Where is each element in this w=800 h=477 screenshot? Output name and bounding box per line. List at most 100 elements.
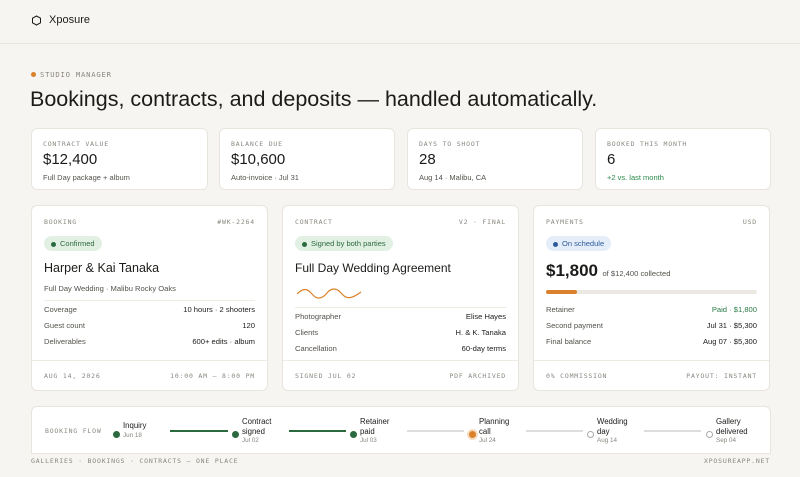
amount-note: of $12,400 collected <box>602 269 671 278</box>
row-label: Clients <box>295 327 319 337</box>
row-label: Second payment <box>546 320 603 330</box>
row-value: 10 hours · 2 shooters <box>183 304 255 314</box>
stat-note: +2 vs. last month <box>607 173 664 182</box>
stat-label: BOOKED THIS MONTH <box>607 140 688 148</box>
brand[interactable]: Xposure <box>49 14 90 26</box>
card-label: PAYMENTS <box>546 218 584 226</box>
row-label: Cancellation <box>295 344 337 354</box>
step-date: Aug 14 <box>597 437 617 444</box>
step-name: Retainer paid <box>360 417 390 436</box>
client-name: Harper & Kai Tanaka <box>44 261 160 275</box>
step-name: Wedding day <box>597 417 628 436</box>
amount: $1,800 <box>546 261 598 280</box>
stat-card: DAYS TO SHOOT 28 Aug 14 · Malibu, CA <box>407 128 583 190</box>
step-date: Sep 04 <box>716 437 736 444</box>
row-label: Guest count <box>44 320 85 330</box>
contract-title: Full Day Wedding Agreement <box>295 261 451 275</box>
stat-value: $12,400 <box>43 151 98 168</box>
stat-label: BALANCE DUE <box>231 140 283 148</box>
connector <box>644 430 701 432</box>
progress-fill <box>546 290 577 294</box>
stat-note: Auto-invoice · Jul 31 <box>231 173 299 182</box>
contract-card: CONTRACT V2 · FINAL Signed by both partie… <box>282 205 519 391</box>
row-value: Elise Hayes <box>465 311 506 321</box>
row-value: 120 <box>242 320 255 330</box>
badge: Signed by both parties <box>295 236 393 251</box>
step-date: Jul 03 <box>360 437 377 444</box>
card-label: BOOKING <box>44 218 77 226</box>
step-date: Jul 02 <box>242 437 259 444</box>
footer-left: GALLERIES · BOOKINGS · CONTRACTS — ONE P… <box>31 457 239 465</box>
row: Deliverables 600+ edits · album <box>44 334 255 350</box>
step: Wedding day Aug 14 <box>587 417 637 446</box>
subtitle: Full Day Wedding · Malibu Rocky Oaks <box>44 284 176 293</box>
connector <box>526 430 583 432</box>
row-label: Deliverables <box>44 337 86 347</box>
step: Contract signed Jul 02 <box>232 417 282 446</box>
brand-logo <box>32 15 41 26</box>
stat-value: 6 <box>607 151 616 168</box>
stat-note: Full Day package + album <box>43 173 130 182</box>
progress-track <box>546 290 757 294</box>
row-label: Retainer <box>546 304 575 314</box>
row-value: 60-day terms <box>461 344 506 354</box>
stat-label: DAYS TO SHOOT <box>419 140 481 148</box>
step: Inquiry Jun 18 <box>113 421 147 441</box>
currency: USD <box>742 218 757 226</box>
step-date: Jul 24 <box>479 437 496 444</box>
stat-label: CONTRACT VALUE <box>43 140 109 148</box>
row: Second payment Jul 31 · $5,300 <box>546 317 757 333</box>
eyebrow: STUDIO MANAGER <box>40 70 112 79</box>
row-label: Photographer <box>295 311 342 321</box>
connector <box>170 430 228 432</box>
row: Retainer Paid · $1,800 <box>546 301 757 317</box>
badge: Confirmed <box>44 236 102 251</box>
row-value: 600+ edits · album <box>192 337 255 347</box>
step-name: Inquiry <box>123 421 147 430</box>
row: Final balance Aug 07 · $5,300 <box>546 334 757 350</box>
version: V2 · FINAL <box>458 218 506 226</box>
booking-id: #WK-2264 <box>217 218 255 226</box>
connector <box>289 430 346 432</box>
flow-card: BOOKING FLOW Inquiry Jun 18 Contract sign… <box>31 406 771 454</box>
signature <box>296 288 362 299</box>
badge-text: On schedule <box>562 239 605 248</box>
footer-left: 0% COMMISSION <box>546 371 608 380</box>
footer-left: SIGNED JUL 02 <box>295 371 357 380</box>
footer-right: 10:00 AM – 8:00 PM <box>170 371 255 380</box>
step: Retainer paid Jul 03 <box>350 417 400 446</box>
step-name: Contract signed <box>242 417 272 436</box>
badge-text: Signed by both parties <box>311 239 386 248</box>
footer-right: PDF ARCHIVED <box>449 371 506 380</box>
flow-label: BOOKING FLOW <box>45 427 102 435</box>
payments-card: PAYMENTS USD On schedule $1,800 of $12,40… <box>533 205 770 391</box>
step-name: Gallery delivered <box>716 417 748 436</box>
footer-right[interactable]: XPOSUREAPP.NET <box>704 457 770 465</box>
stat-value: 28 <box>419 151 436 168</box>
booking-card: BOOKING #WK-2264 Confirmed Harper & Kai T… <box>31 205 268 391</box>
stat-value: $10,600 <box>231 151 286 168</box>
divider <box>0 43 800 44</box>
row-value: Aug 07 · $5,300 <box>702 337 757 347</box>
row: Coverage 10 hours · 2 shooters <box>44 301 255 317</box>
step-name: Planning call <box>479 417 510 436</box>
stat-card: CONTRACT VALUE $12,400 Full Day package + … <box>31 128 208 190</box>
row-label: Coverage <box>44 304 77 314</box>
step: Planning call Jul 24 <box>469 417 519 446</box>
row-value: H. & K. Tanaka <box>455 327 506 337</box>
row: Clients H. & K. Tanaka <box>295 324 506 340</box>
row: Photographer Elise Hayes <box>295 308 506 324</box>
stat-card: BOOKED THIS MONTH 6 +2 vs. last month <box>595 128 771 190</box>
row: Guest count 120 <box>44 317 255 333</box>
badge: On schedule <box>546 236 612 251</box>
stat-note: Aug 14 · Malibu, CA <box>419 173 487 182</box>
footer-right: PAYOUT: INSTANT <box>686 371 757 380</box>
row-value: Paid · $1,800 <box>711 304 757 314</box>
row-value: Jul 31 · $5,300 <box>706 320 757 330</box>
stat-card: BALANCE DUE $10,600 Auto-invoice · Jul 31 <box>219 128 395 190</box>
step: Gallery delivered Sep 04 <box>706 417 756 446</box>
card-label: CONTRACT <box>295 218 333 226</box>
badge-text: Confirmed <box>60 239 95 248</box>
row: Cancellation 60-day terms <box>295 341 506 357</box>
